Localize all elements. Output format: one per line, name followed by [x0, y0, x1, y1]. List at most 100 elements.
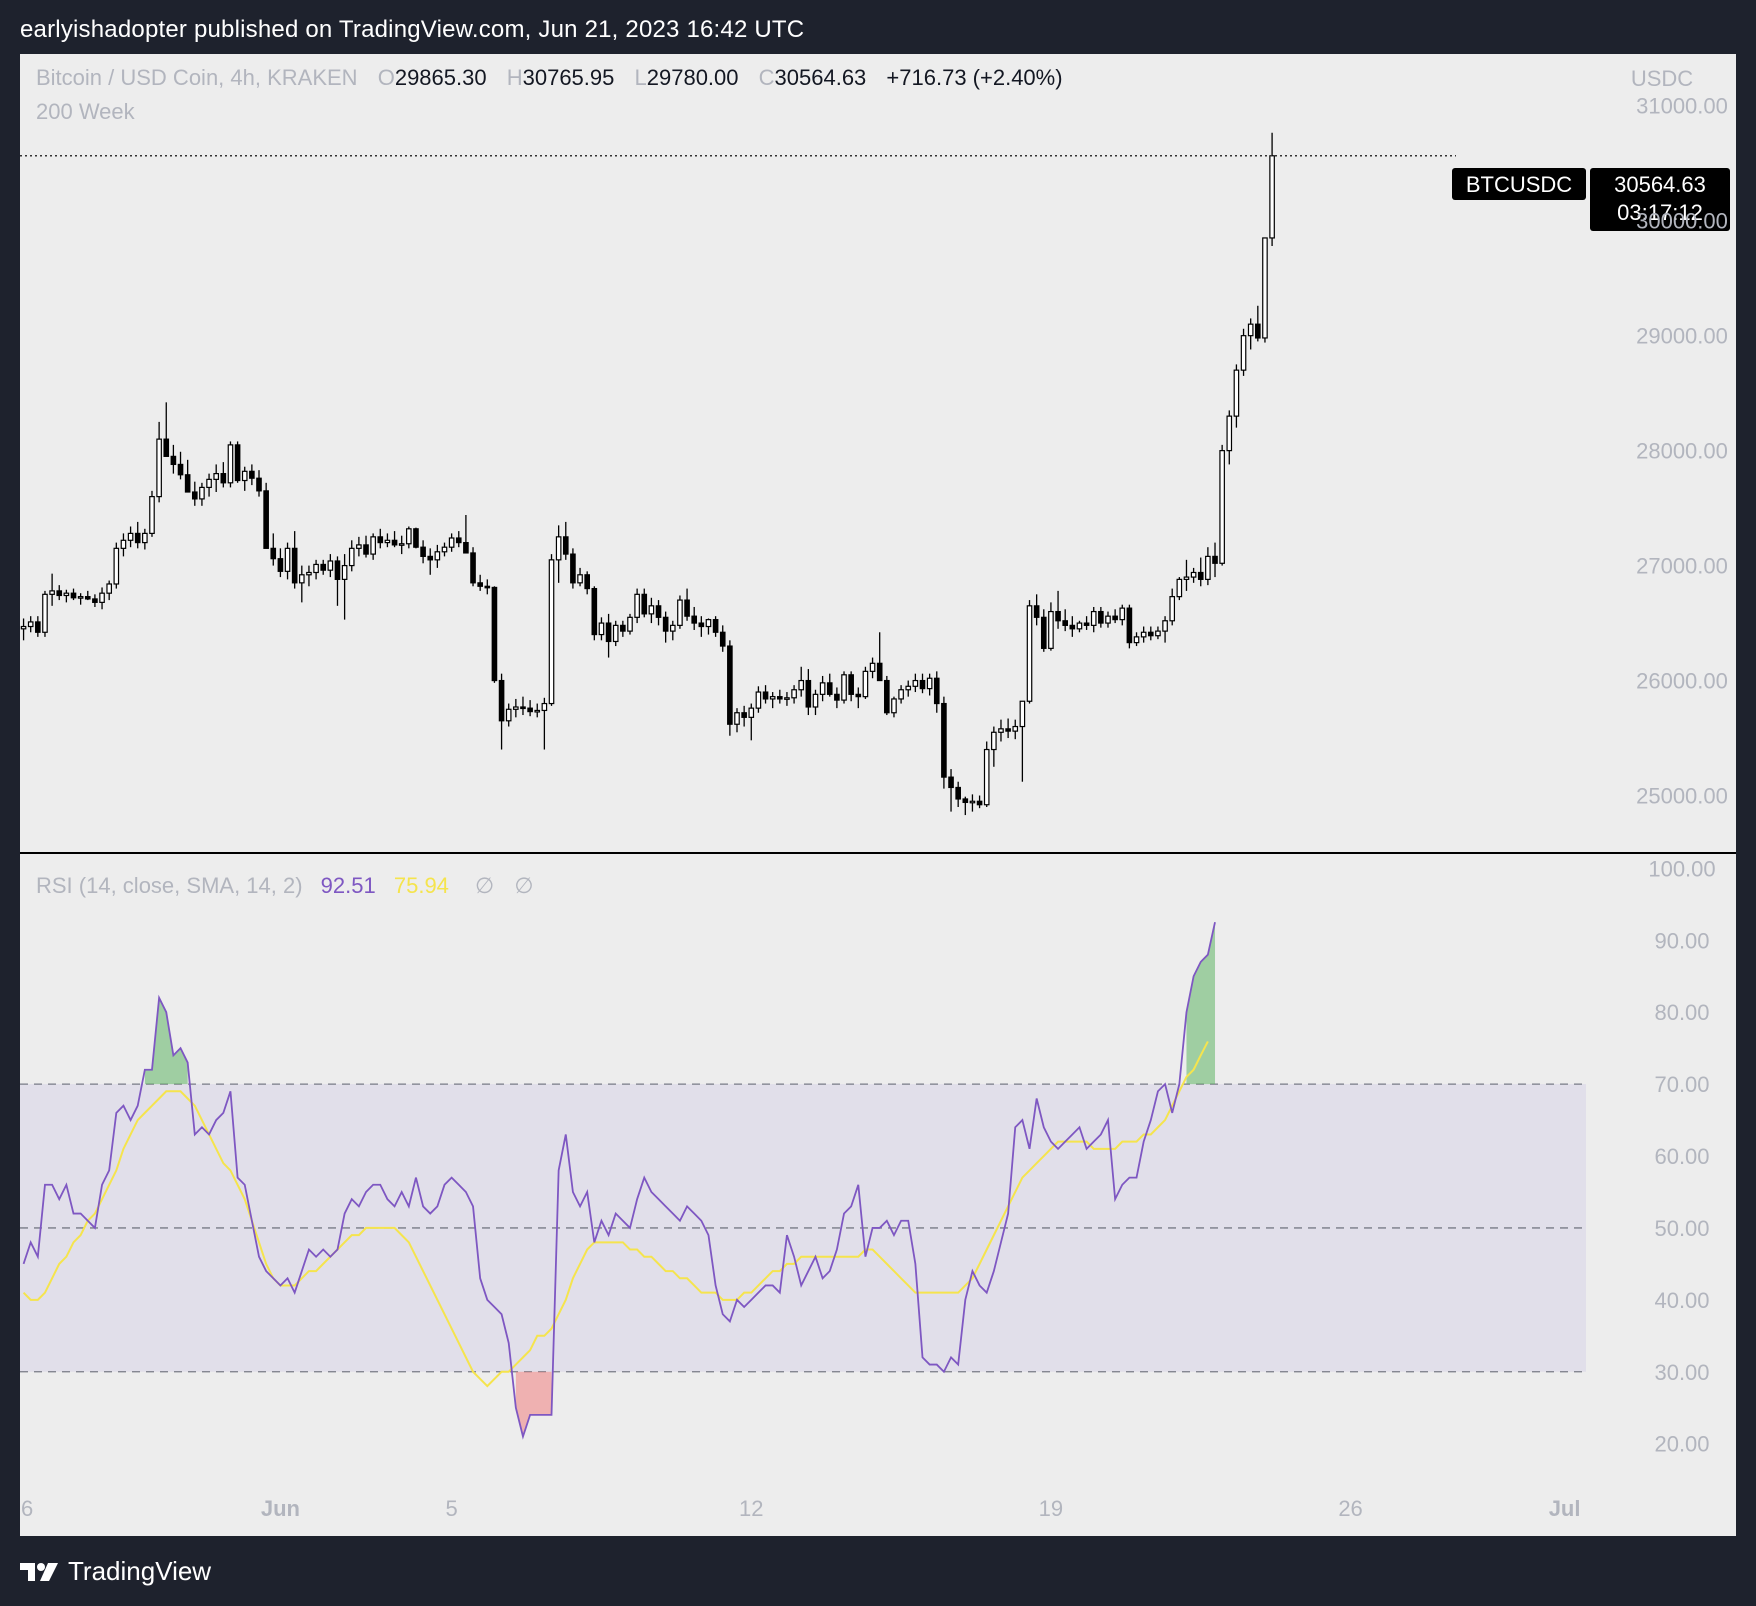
candle[interactable] — [156, 421, 162, 503]
candle[interactable] — [348, 540, 355, 572]
candle[interactable] — [1262, 237, 1268, 343]
candle[interactable] — [869, 657, 876, 679]
candle[interactable] — [427, 548, 434, 575]
candle[interactable] — [49, 573, 55, 606]
candle[interactable] — [263, 482, 269, 549]
candle[interactable] — [106, 580, 112, 601]
candle[interactable] — [406, 526, 412, 549]
candle[interactable] — [206, 473, 212, 497]
indicator-legend-200-week[interactable]: 200 Week — [36, 99, 136, 124]
candle[interactable] — [1069, 616, 1076, 637]
candle[interactable] — [641, 588, 648, 618]
candle[interactable] — [912, 673, 919, 693]
candle[interactable] — [477, 574, 483, 591]
candle[interactable] — [227, 441, 234, 488]
candle[interactable] — [1240, 328, 1247, 376]
footer-brand[interactable]: TradingView — [68, 1556, 212, 1586]
candle[interactable] — [320, 559, 327, 575]
candle[interactable] — [991, 726, 997, 767]
candle[interactable] — [962, 796, 969, 816]
candle[interactable] — [534, 703, 541, 718]
candle[interactable] — [1040, 609, 1047, 652]
candle[interactable] — [470, 547, 476, 587]
candle[interactable] — [898, 685, 904, 704]
candle[interactable] — [727, 640, 733, 736]
candle[interactable] — [441, 542, 448, 557]
candle[interactable] — [84, 590, 91, 601]
candle[interactable] — [1062, 609, 1069, 632]
candle[interactable] — [1162, 616, 1168, 643]
candle[interactable] — [570, 548, 576, 589]
candle[interactable] — [92, 594, 98, 607]
candle[interactable] — [848, 671, 854, 702]
candle[interactable] — [1012, 719, 1019, 740]
candle[interactable] — [434, 544, 441, 568]
candle[interactable] — [1226, 410, 1233, 465]
candle[interactable] — [1247, 318, 1254, 350]
candle[interactable] — [448, 533, 455, 552]
candle[interactable] — [505, 703, 512, 727]
candle[interactable] — [56, 585, 63, 601]
candle[interactable] — [1269, 132, 1275, 246]
candle[interactable] — [905, 680, 912, 697]
candle[interactable] — [612, 620, 619, 647]
candle[interactable] — [548, 554, 555, 706]
candle[interactable] — [42, 590, 48, 637]
candle[interactable] — [149, 490, 155, 537]
candle[interactable] — [584, 571, 590, 595]
candle[interactable] — [491, 586, 498, 683]
candle[interactable] — [620, 620, 626, 637]
candle[interactable] — [270, 533, 277, 566]
chart-canvas[interactable]: BTCUSDC 30564.63 03:17:12 USDC 25000.00 2… — [20, 54, 1736, 1536]
candle[interactable] — [705, 618, 712, 635]
candle[interactable] — [413, 527, 419, 549]
candle[interactable] — [163, 402, 170, 457]
candle[interactable] — [356, 536, 362, 557]
candle[interactable] — [99, 587, 105, 610]
candle[interactable] — [819, 675, 826, 702]
candle[interactable] — [134, 521, 141, 549]
candle[interactable] — [634, 588, 640, 624]
candle[interactable] — [1133, 632, 1140, 647]
candle[interactable] — [541, 697, 548, 750]
candle[interactable] — [249, 464, 255, 486]
candle[interactable] — [955, 781, 961, 808]
candle[interactable] — [391, 531, 398, 548]
candle[interactable] — [1197, 557, 1204, 587]
candle[interactable] — [969, 794, 976, 812]
candle[interactable] — [948, 769, 954, 812]
candle[interactable] — [691, 606, 698, 630]
candle[interactable] — [1155, 626, 1161, 640]
candle[interactable] — [191, 481, 198, 506]
candle[interactable] — [291, 531, 298, 589]
candle[interactable] — [513, 698, 519, 718]
candle[interactable] — [35, 616, 41, 637]
candle[interactable] — [363, 535, 369, 558]
candle[interactable] — [862, 666, 869, 699]
candle[interactable] — [698, 616, 705, 637]
candle[interactable] — [306, 565, 312, 587]
candle[interactable] — [741, 705, 747, 727]
candle[interactable] — [1219, 444, 1225, 566]
candle[interactable] — [841, 671, 847, 704]
candle[interactable] — [1033, 594, 1040, 626]
candle[interactable] — [1055, 590, 1061, 629]
candle[interactable] — [1083, 616, 1090, 630]
candle[interactable] — [341, 554, 348, 620]
candle[interactable] — [769, 692, 776, 709]
candle[interactable] — [484, 579, 491, 595]
candle[interactable] — [933, 671, 940, 713]
candle[interactable] — [983, 741, 990, 808]
candle[interactable] — [420, 540, 426, 564]
candle[interactable] — [1147, 626, 1154, 641]
candle[interactable] — [327, 554, 334, 578]
rsi-legend-label[interactable]: RSI (14, close, SMA, 14, 2) — [36, 873, 303, 898]
candle[interactable] — [20, 618, 27, 641]
candle[interactable] — [384, 533, 391, 548]
candle[interactable] — [669, 620, 676, 641]
candle[interactable] — [662, 611, 669, 643]
candle[interactable] — [1126, 604, 1133, 649]
candle[interactable] — [213, 464, 220, 493]
candle[interactable] — [755, 686, 762, 713]
symbol-description[interactable]: Bitcoin / USD Coin, 4h, KRAKEN — [36, 65, 358, 90]
